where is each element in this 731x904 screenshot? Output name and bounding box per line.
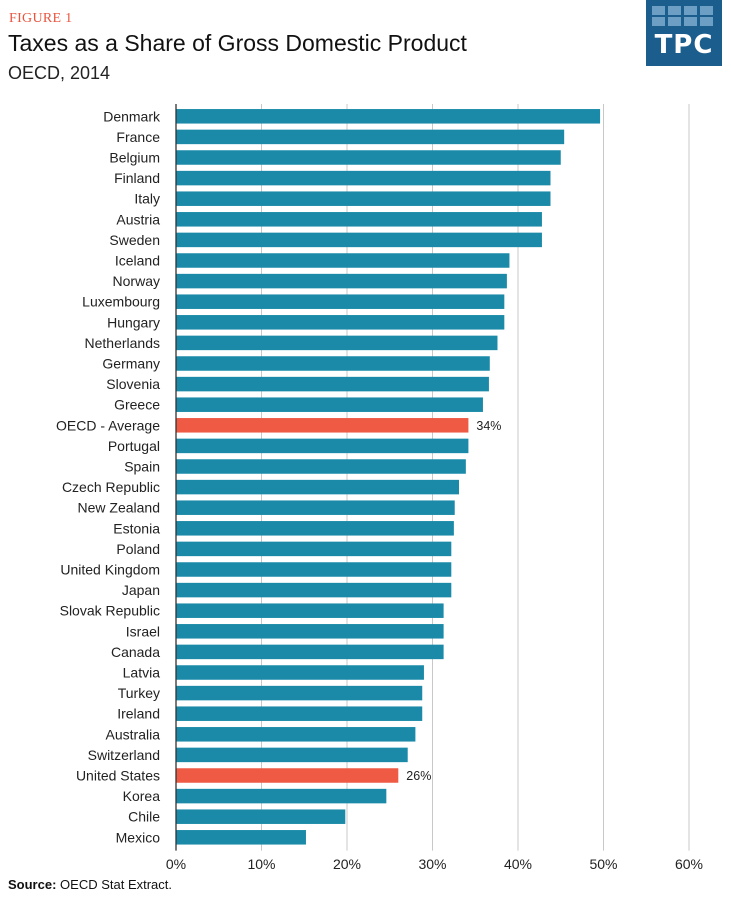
bar [176,191,551,206]
bar [176,562,452,577]
category-label: Poland [116,541,160,557]
category-label: United Kingdom [60,562,160,578]
bar [176,212,542,227]
category-label: Latvia [123,665,161,681]
category-label: Finland [114,170,160,186]
category-label: New Zealand [78,500,161,516]
source-label: Source: [8,877,57,892]
category-label: Portugal [108,438,160,454]
bar [176,830,306,845]
category-label: Germany [102,356,160,372]
logo-text: TPC [654,30,714,60]
category-label: Italy [134,191,160,207]
x-tick-label: 10% [247,856,275,872]
category-label: Denmark [103,108,161,124]
category-label: Slovak Republic [60,603,160,619]
bar [176,747,408,763]
source-note: Source: OECD Stat Extract. [8,877,172,892]
bar [176,356,490,371]
category-label: Chile [128,809,160,825]
bar [176,521,454,536]
x-tick-label: 0% [166,856,186,872]
x-tick-label: 50% [589,856,617,872]
category-label: Japan [122,582,160,598]
category-label: OECD - Average [56,417,160,433]
x-tick-label: 40% [504,856,532,872]
bar [176,232,542,248]
category-label: Luxembourg [82,294,160,310]
x-tick-label: 20% [333,856,361,872]
bar [176,788,387,804]
bar [176,438,469,454]
category-label: Austria [116,211,160,227]
logo-grid-cell [684,6,697,15]
logo-grid-cell [700,6,713,15]
bar [176,809,346,824]
bar [176,150,561,165]
bar [176,768,399,783]
bar [176,582,452,598]
logo-grid-cell [684,17,697,26]
chart-subtitle: OECD, 2014 [8,63,111,83]
bar [176,376,489,392]
logo-grid-cell [652,17,665,26]
x-tick-label: 30% [418,856,446,872]
category-label: Switzerland [88,747,160,763]
bar [176,685,423,701]
category-label: France [116,129,160,145]
chart-title: Taxes as a Share of Gross Domestic Produ… [8,30,467,56]
category-label: Estonia [113,520,160,536]
logo-grid-cell [668,17,681,26]
bar [176,479,460,495]
category-label: Spain [124,459,160,475]
category-label: Ireland [117,706,160,722]
category-label: Sweden [109,232,160,248]
logo-grid-cell [652,6,665,15]
source-text: OECD Stat Extract. [60,877,173,892]
bar [176,273,507,289]
category-label: Greece [114,397,160,413]
bar [176,294,505,309]
bar [176,459,466,474]
bar [176,109,601,124]
figure-label: FIGURE 1 [9,11,73,26]
x-tick-label: 60% [675,856,703,872]
bar [176,603,444,618]
category-label: Iceland [115,253,160,269]
category-label: Slovenia [106,376,160,392]
logo-grid-cell [668,6,681,15]
bar [176,253,510,268]
category-label: Israel [126,623,160,639]
bar [176,418,469,433]
category-label: Turkey [118,685,160,701]
category-label: United States [76,768,160,784]
category-label: Korea [123,788,161,804]
bar [176,170,551,186]
bar [176,335,498,351]
bar [176,541,452,557]
category-label: Netherlands [85,335,161,351]
data-label: 34% [476,419,501,433]
bar [176,624,444,639]
bar [176,727,416,742]
data-label: 26% [406,769,431,783]
bar [176,397,483,412]
logo-grid-cell [700,17,713,26]
category-label: Norway [113,273,160,289]
category-label: Belgium [109,150,160,166]
bar [176,129,565,145]
category-label: Czech Republic [62,479,160,495]
bar [176,315,505,330]
category-label: Hungary [107,314,160,330]
bar [176,706,423,721]
category-label: Australia [106,726,161,742]
bar [176,500,455,515]
tpc-logo: TPC [646,0,722,66]
bar [176,665,424,680]
category-label: Canada [111,644,160,660]
bar [176,644,444,660]
category-label: Mexico [116,829,161,845]
